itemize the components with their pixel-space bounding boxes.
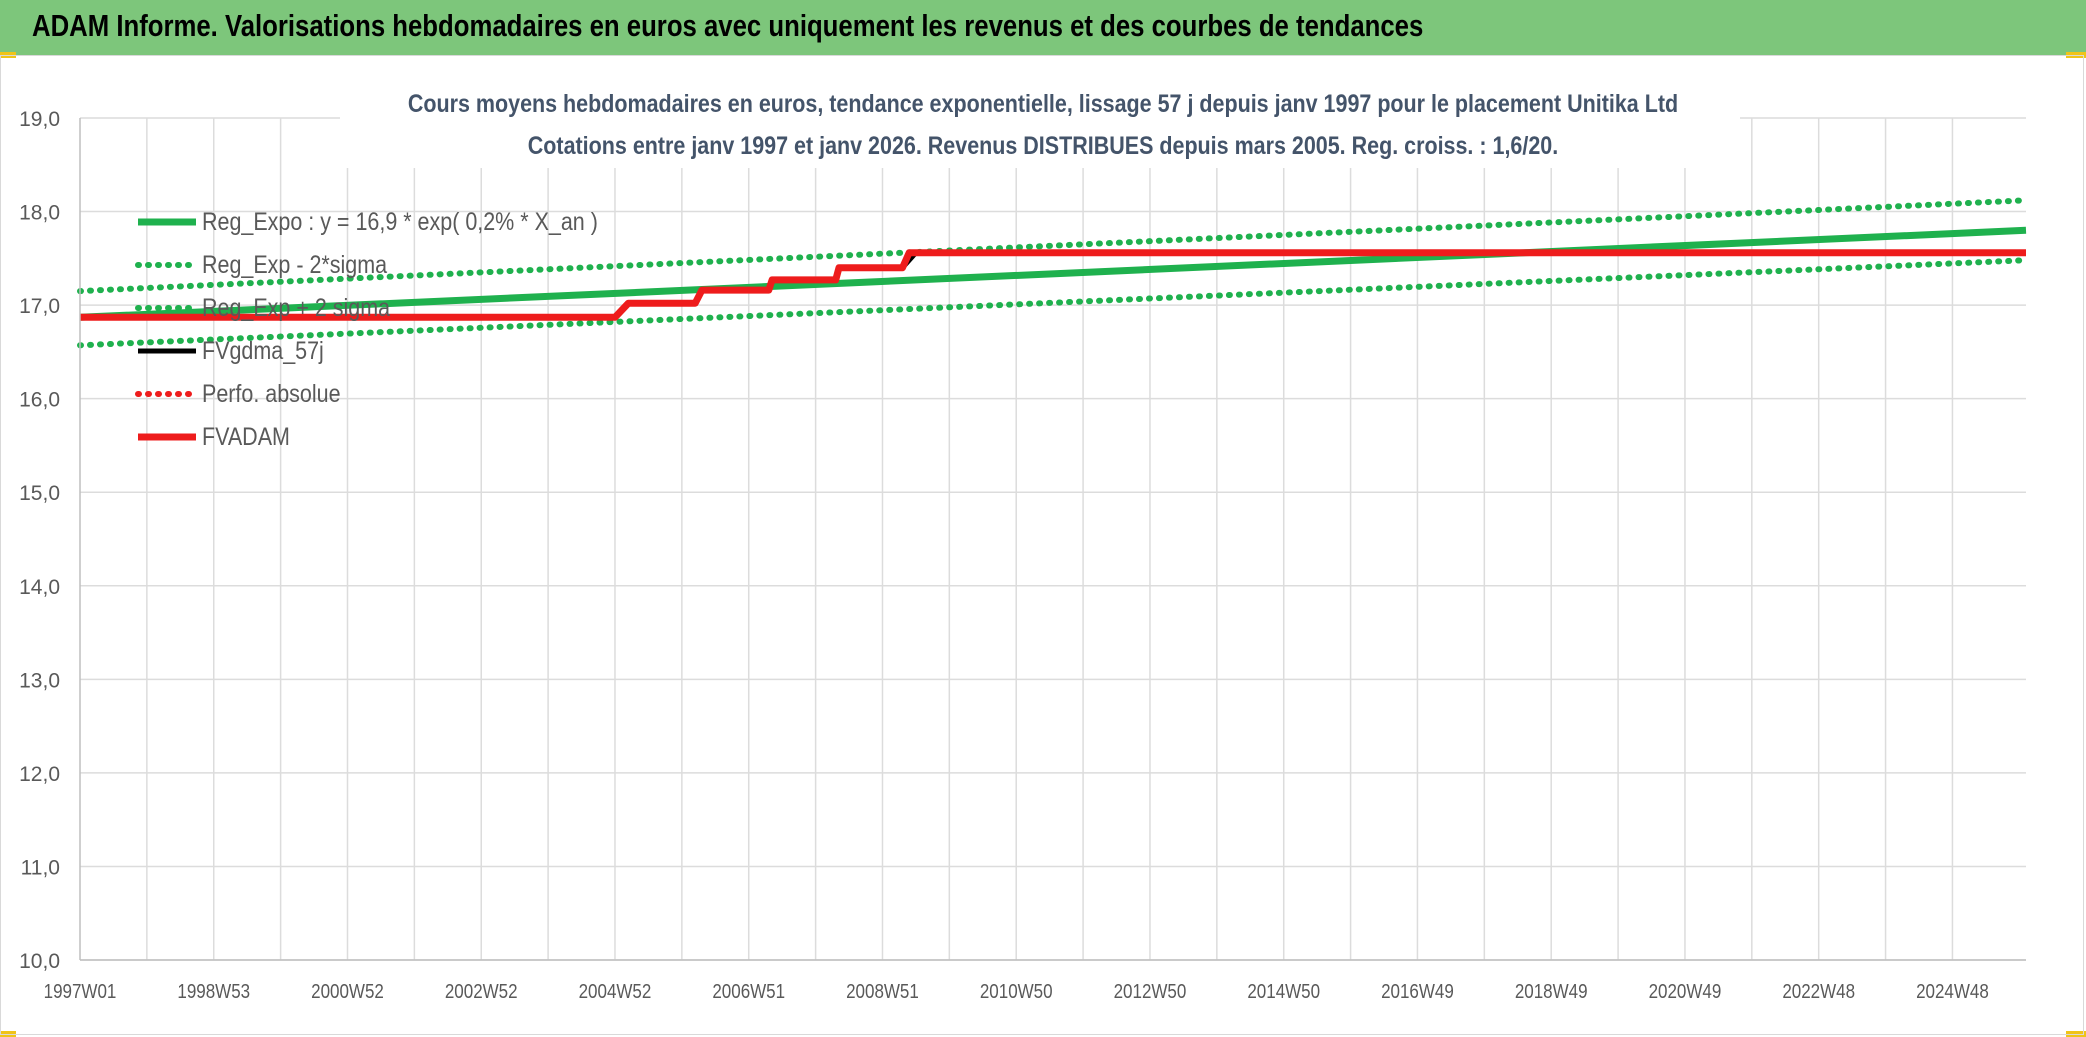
chart-area xyxy=(0,55,2084,1035)
x-tick-label: 1997W01 xyxy=(44,980,117,1003)
x-tick-label: 2018W49 xyxy=(1515,980,1588,1003)
series-line-1 xyxy=(77,257,2029,349)
legend: Reg_Expo : y = 16,9 * exp( 0,2% * X_an )… xyxy=(135,207,598,450)
legend-label: FVgdma_57j xyxy=(202,336,324,364)
series-line-2 xyxy=(77,197,2029,295)
y-tick-label: 14,0 xyxy=(19,576,60,599)
legend-label: Reg_Expo : y = 16,9 * exp( 0,2% * X_an ) xyxy=(202,207,598,235)
series-lines xyxy=(77,197,2029,349)
x-tick-label: 2002W52 xyxy=(445,980,518,1003)
legend-label: Reg_Exp - 2*sigma xyxy=(202,250,387,278)
x-tick-label: 2008W51 xyxy=(846,980,919,1003)
report-title: ADAM Informe. Valorisations hebdomadaire… xyxy=(32,8,1424,43)
y-tick-label: 16,0 xyxy=(19,389,60,412)
y-tick-label: 11,0 xyxy=(21,856,60,879)
x-tick-label: 2012W50 xyxy=(1114,980,1187,1003)
y-tick-label: 12,0 xyxy=(19,763,60,786)
x-tick-label: 2024W48 xyxy=(1916,980,1989,1003)
chart-subtitle: Cotations entre janv 1997 et janv 2026. … xyxy=(528,131,1558,159)
x-tick-label: 2020W49 xyxy=(1649,980,1722,1003)
legend-label: FVADAM xyxy=(202,422,290,450)
title-background xyxy=(340,84,1740,168)
y-tick-label: 13,0 xyxy=(19,669,60,692)
x-tick-label: 2010W50 xyxy=(980,980,1053,1003)
y-tick-label: 18,0 xyxy=(19,202,60,225)
series-line-5 xyxy=(80,249,2026,321)
y-tick-label: 17,0 xyxy=(19,295,60,318)
legend-label: Perfo. absolue xyxy=(202,379,341,407)
report-header: ADAM Informe. Valorisations hebdomadaire… xyxy=(0,0,2086,55)
axes: 10,0 11,0 12,0 13,0 14,0 15,0 16,0 17,0 18,0 19,0… xyxy=(19,108,2026,1002)
x-tick-label: 2006W51 xyxy=(712,980,785,1003)
x-tick-label: 2004W52 xyxy=(579,980,652,1003)
x-tick-label: 2014W50 xyxy=(1247,980,1320,1003)
legend-label: Reg_Exp + 2 sigma xyxy=(202,293,390,321)
y-tick-label: 10,0 xyxy=(19,950,60,973)
x-tick-label: 2000W52 xyxy=(311,980,384,1003)
y-tick-label: 15,0 xyxy=(19,482,60,505)
x-tick-label: 2022W48 xyxy=(1782,980,1855,1003)
chart-title: Cours moyens hebdomadaires en euros, ten… xyxy=(408,89,1678,117)
y-tick-label: 19,0 xyxy=(19,108,60,131)
x-tick-label: 1998W53 xyxy=(177,980,250,1003)
series-line-0 xyxy=(79,226,2027,321)
x-tick-label: 2016W49 xyxy=(1381,980,1454,1003)
